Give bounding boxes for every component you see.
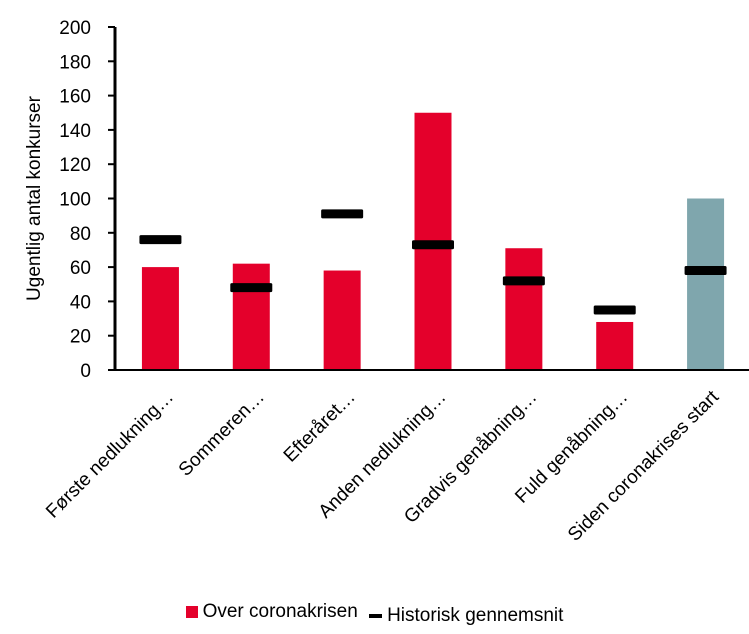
bar xyxy=(687,198,725,370)
average-marker xyxy=(230,283,273,293)
average-marker xyxy=(684,266,727,276)
x-category-label: Efteråret… xyxy=(280,387,360,467)
bar-chart: 0 20 40 60 80 100 120 140 160 180 200 Første nedlu… xyxy=(24,18,749,546)
legend-swatch-black-line xyxy=(369,614,383,618)
y-axis-title: Ugentlig antal konkurser xyxy=(24,95,45,301)
bar xyxy=(232,263,270,370)
average-marker xyxy=(412,240,454,250)
x-category-label: Siden coronakrises start xyxy=(564,386,723,545)
x-axis-labels: Første nedlukning…Sommeren… Efteråret…And… xyxy=(42,386,723,545)
average-marker xyxy=(593,305,636,315)
y-tick-label: 40 xyxy=(70,292,91,313)
bar xyxy=(141,267,179,370)
legend-label-historisk-gennemsnit: Historisk gennemsnit xyxy=(387,605,564,626)
legend-item-historisk-gennemsnit: Historisk gennemsnit xyxy=(369,605,563,627)
average-markers xyxy=(139,209,727,315)
x-category-label: Første nedlukning… xyxy=(42,387,178,523)
bars xyxy=(141,112,725,370)
y-tick-label: 160 xyxy=(59,87,91,108)
bar xyxy=(505,248,543,370)
y-tick-label: 0 xyxy=(80,361,91,382)
average-marker xyxy=(139,235,182,245)
legend-item-over-coronakrisen: Over coronakrisen xyxy=(185,601,358,623)
y-tick-label: 180 xyxy=(59,52,91,73)
bar xyxy=(323,270,361,370)
x-category-label: Sommeren… xyxy=(175,387,269,481)
y-tick-label: 100 xyxy=(59,190,91,211)
y-tick-label: 120 xyxy=(59,155,91,176)
y-axis-ticks: 0 20 40 60 80 100 120 140 160 180 200 xyxy=(59,18,115,382)
y-tick-label: 60 xyxy=(70,258,91,279)
y-tick-label: 200 xyxy=(59,18,91,39)
bar xyxy=(596,321,634,370)
average-marker xyxy=(502,276,545,286)
average-marker xyxy=(321,209,364,219)
y-tick-label: 140 xyxy=(59,121,91,142)
legend-label-over-coronakrisen: Over coronakrisen xyxy=(202,601,358,622)
y-tick-label: 20 xyxy=(70,327,91,348)
y-tick-label: 80 xyxy=(70,224,91,245)
legend-swatch-red xyxy=(185,606,198,618)
legend: Over coronakrisen Historisk gennemsnit xyxy=(0,601,749,627)
